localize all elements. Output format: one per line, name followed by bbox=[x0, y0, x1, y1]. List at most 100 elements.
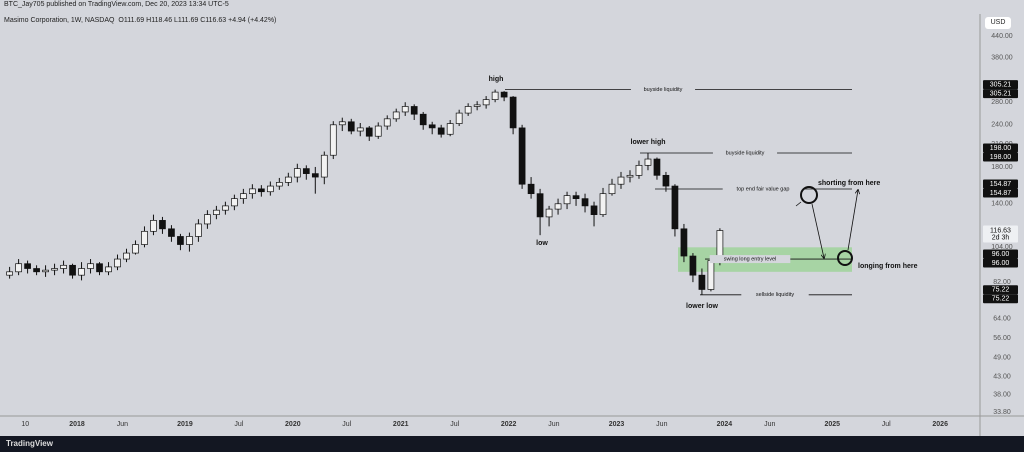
candle-body bbox=[644, 158, 652, 166]
candle-body bbox=[392, 111, 400, 120]
candle-body bbox=[123, 252, 130, 260]
price-tag bbox=[983, 80, 1018, 90]
level-label-bg bbox=[741, 290, 809, 299]
candle-body bbox=[132, 244, 139, 254]
price-tag bbox=[983, 294, 1018, 304]
candle-body bbox=[572, 195, 580, 199]
candle-body bbox=[186, 236, 193, 245]
candle-body bbox=[653, 158, 661, 176]
candle-body bbox=[231, 198, 238, 207]
candle-body bbox=[293, 168, 301, 178]
candle-body bbox=[410, 106, 418, 115]
ohlc: O111.69 H118.46 L111.69 C116.63 +4.94 (+… bbox=[118, 17, 277, 24]
x-tick-label: 2020 bbox=[285, 421, 301, 428]
y-tick-label: 140.00 bbox=[991, 201, 1013, 208]
candle-body bbox=[159, 220, 166, 230]
candle-body bbox=[482, 99, 490, 106]
footer: TradingView bbox=[0, 436, 1024, 452]
candle-body bbox=[356, 127, 364, 132]
price-tag bbox=[983, 89, 1018, 99]
candle-body bbox=[240, 193, 247, 199]
annotation: high bbox=[489, 76, 504, 83]
last-price: 116.63 bbox=[990, 227, 1011, 234]
x-tick-label: 2024 bbox=[717, 421, 733, 428]
price-tag bbox=[983, 188, 1018, 198]
level-label: buyside liquidity bbox=[726, 150, 765, 156]
y-tick-label: 280.00 bbox=[991, 99, 1013, 106]
candle-body bbox=[581, 198, 589, 207]
candle-body bbox=[69, 264, 76, 276]
candle-body bbox=[599, 193, 607, 215]
level-label: sellside liquidity bbox=[756, 292, 794, 298]
candle-body bbox=[60, 264, 67, 269]
x-tick-label: 10 bbox=[21, 421, 29, 428]
price-tag bbox=[983, 249, 1018, 259]
candle-body bbox=[347, 121, 355, 132]
candle-body bbox=[617, 176, 625, 185]
candle-body bbox=[446, 123, 454, 135]
x-tick-label: Jun bbox=[117, 421, 128, 428]
x-tick-label: Jun bbox=[656, 421, 667, 428]
y-tick-label: 82.00 bbox=[993, 279, 1011, 286]
x-tick-label: 2022 bbox=[501, 421, 517, 428]
brand: TradingView bbox=[6, 439, 53, 448]
candle-body bbox=[698, 274, 706, 290]
candle-body bbox=[671, 185, 679, 230]
y-tick-label: 440.00 bbox=[991, 33, 1013, 40]
candle-body bbox=[545, 208, 553, 218]
candle-body bbox=[96, 263, 103, 273]
x-tick-label: 2019 bbox=[177, 421, 193, 428]
price-tag-label: 154.87 bbox=[990, 181, 1012, 188]
candle-body bbox=[554, 203, 562, 210]
candle-body bbox=[689, 255, 697, 276]
long-circle bbox=[837, 250, 853, 266]
short-circle bbox=[800, 186, 818, 204]
candle-body bbox=[419, 113, 427, 126]
candle-body bbox=[680, 228, 688, 257]
y-tick-label: 56.00 bbox=[993, 335, 1011, 342]
candle-body bbox=[105, 266, 112, 273]
candle-body bbox=[311, 173, 319, 178]
candle-body bbox=[383, 118, 391, 127]
level-label: buyside liquidity bbox=[644, 87, 683, 93]
symbol-legend: Masimo Corporation, 1W, NASDAQ O111.69 H… bbox=[4, 17, 276, 24]
candle-body bbox=[464, 106, 472, 114]
candle-body bbox=[491, 91, 499, 100]
x-tick-label: 2018 bbox=[69, 421, 85, 428]
arrow-down bbox=[811, 203, 824, 258]
candle-body bbox=[204, 214, 211, 225]
y-tick-label: 380.00 bbox=[991, 54, 1013, 61]
candle-body bbox=[78, 268, 85, 276]
candle-body bbox=[302, 168, 310, 174]
y-tick-label: 64.00 bbox=[993, 315, 1011, 322]
price-tag-label: 96.00 bbox=[992, 260, 1010, 267]
candle-body bbox=[338, 121, 346, 126]
candle-body bbox=[401, 106, 409, 113]
candle-body bbox=[500, 91, 508, 98]
currency-button[interactable]: USD bbox=[985, 17, 1011, 29]
chart: 440.00380.00280.00240.00210.00180.00140.… bbox=[0, 14, 1024, 436]
candle-body bbox=[141, 230, 148, 245]
candle-body bbox=[536, 193, 544, 218]
level-label-bg bbox=[712, 148, 778, 157]
price-tag bbox=[983, 179, 1018, 189]
candle-body bbox=[509, 96, 517, 129]
price-tag bbox=[983, 152, 1018, 162]
price-tag bbox=[983, 258, 1018, 268]
candle-body bbox=[707, 260, 715, 290]
candle-body bbox=[258, 188, 265, 193]
annotation: shorting from here bbox=[818, 180, 880, 187]
candle-body bbox=[365, 127, 373, 137]
x-tick-label: 2021 bbox=[393, 421, 409, 428]
x-tick-label: Jul bbox=[342, 421, 351, 428]
level-label: swing long entry level bbox=[724, 257, 777, 263]
price-tag bbox=[983, 143, 1018, 153]
price-tag-label: 198.00 bbox=[990, 145, 1012, 152]
candle-body bbox=[635, 164, 643, 176]
y-tick-label: 180.00 bbox=[991, 164, 1013, 171]
candle-body bbox=[213, 209, 220, 215]
level-label: top end fair value gap bbox=[737, 186, 790, 192]
x-tick-label: 2025 bbox=[825, 421, 841, 428]
x-tick-label: Jun bbox=[548, 421, 559, 428]
